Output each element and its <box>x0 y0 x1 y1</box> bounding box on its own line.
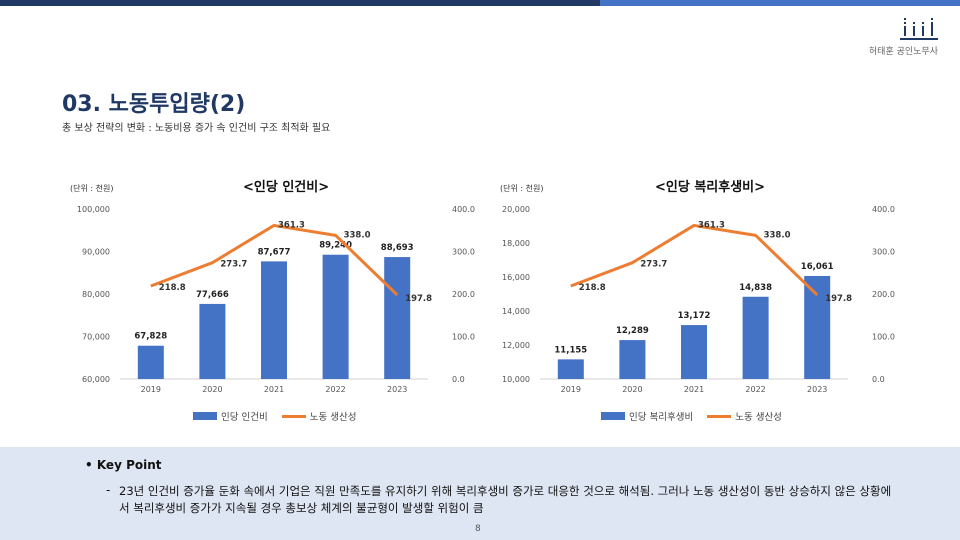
chart1-bar-label: 77,666 <box>196 290 229 300</box>
chart1-bar <box>384 257 411 379</box>
chart2-line-label: 338.0 <box>764 230 791 240</box>
chart2-y-tick-right: 400.0 <box>872 205 895 214</box>
chart1-x-tick: 2023 <box>387 385 407 394</box>
chart2-bar-label: 12,289 <box>616 326 649 336</box>
chart1-bar <box>199 303 226 379</box>
chart1-unit-label: (단위 : 천원) <box>70 184 114 193</box>
chart2-y-tick-left: 14,000 <box>502 307 530 316</box>
legend-bar-swatch <box>601 412 625 420</box>
chart2-unit-label: (단위 : 천원) <box>500 184 544 193</box>
chart2-x-tick: 2021 <box>684 385 704 394</box>
chart1-y-tick-right: 0.0 <box>452 375 465 384</box>
chart1-legend-line-label: 노동 생산성 <box>309 412 357 423</box>
chart2-y-tick-right: 100.0 <box>872 333 895 342</box>
chart2-y-tick-right: 300.0 <box>872 248 895 257</box>
chart2-line-label: 197.8 <box>825 294 852 304</box>
chart1-y-tick-right: 100.0 <box>452 333 475 342</box>
chart1-y-tick-left: 100,000 <box>77 205 110 214</box>
chart2-bar <box>619 340 646 379</box>
chart2-y-tick-left: 16,000 <box>502 273 530 282</box>
legend-line-swatch <box>281 414 306 418</box>
chart2-plot: 10,000 12,000 14,000 16,000 18,000 20,000 0.0 1… <box>502 205 895 394</box>
chart1-x-tick: 2022 <box>325 385 345 394</box>
chart1-line-label: 218.8 <box>159 283 186 293</box>
key-point-title: • Key Point <box>85 458 162 472</box>
chart2-x-tick: 2019 <box>561 385 581 394</box>
key-point-text: 23년 인건비 증가율 둔화 속에서 기업은 직원 만족도를 유지하기 위해 복… <box>119 484 892 515</box>
chart1-line-label: 361.3 <box>278 220 305 230</box>
page-number: 8 <box>475 524 481 534</box>
chart1-bar <box>322 254 349 379</box>
chart2-y-tick-right: 200.0 <box>872 290 895 299</box>
chart2-bar <box>742 296 769 379</box>
chart2-y-tick-left: 12,000 <box>502 341 530 350</box>
top-bar-dark <box>0 0 600 6</box>
chart1-bar-label: 87,677 <box>258 247 291 257</box>
chart1-bar <box>261 261 287 379</box>
legend-bar-swatch <box>193 412 217 420</box>
page-title: 03. 노동투입량(2) <box>62 92 246 117</box>
chart1-bar-label: 67,828 <box>134 332 167 342</box>
chart2-title: <인당 복리후생비> <box>655 180 766 195</box>
chart2-line-series <box>570 223 819 297</box>
chart1-y-tick-right: 400.0 <box>452 205 475 214</box>
top-bar-light <box>600 0 960 6</box>
chart1-title: <인당 인건비> <box>243 180 330 195</box>
chart1-y-tick-right: 200.0 <box>452 290 475 299</box>
chart2-bar-label: 13,172 <box>678 311 711 321</box>
chart1-bar <box>137 345 164 379</box>
firm-name: 허태훈 공인노무사 <box>868 47 938 57</box>
chart1-y-tick-left: 70,000 <box>82 333 110 342</box>
chart2-y-tick-left: 10,000 <box>502 375 530 384</box>
chart2-line-label: 361.3 <box>698 220 725 230</box>
chart2-legend: 인당 복리후생비 노동 생산성 <box>601 409 782 423</box>
key-point-box <box>0 447 960 540</box>
chart1-plot: 60,000 70,000 80,000 90,000 100,000 0.0 100.0 2… <box>77 205 475 394</box>
chart1-legend: 인당 인건비 노동 생산성 <box>193 409 356 423</box>
chart1-legend-bar-label: 인당 인건비 <box>221 412 268 423</box>
legend-line-swatch <box>707 414 732 418</box>
chart1-bar-label: 88,693 <box>381 243 414 253</box>
chart1-y-tick-left: 90,000 <box>82 248 110 257</box>
chart2-bar <box>557 359 584 379</box>
chart1-y-tick-left: 80,000 <box>82 290 110 299</box>
chart1-line-label: 273.7 <box>220 260 247 270</box>
chart1-bar-label: 89,240 <box>319 241 352 251</box>
chart2-bar <box>804 275 831 379</box>
chart1-y-tick-right: 300.0 <box>452 248 475 257</box>
chart2-bar-label: 16,061 <box>801 262 834 272</box>
chart1-line-label: 197.8 <box>405 294 432 304</box>
chart2-x-tick: 2020 <box>622 385 642 394</box>
chart2-y-tick-left: 18,000 <box>502 239 530 248</box>
chart2-x-tick: 2023 <box>807 385 827 394</box>
chart1-x-tick: 2020 <box>202 385 222 394</box>
chart2-y-tick-left: 20,000 <box>502 205 530 214</box>
page-subtitle: 총 보상 전략의 변화 : 노동비용 증가 속 인건비 구조 최적화 필요 <box>62 123 331 134</box>
chart2-legend-bar-label: 인당 복리후생비 <box>629 412 694 423</box>
chart2-legend-line-label: 노동 생산성 <box>735 412 782 423</box>
chart1-line-label: 338.0 <box>344 230 371 240</box>
chart1-x-tick: 2019 <box>141 385 161 394</box>
chart2-bar-label: 11,155 <box>554 345 587 355</box>
chart2-line-label: 218.8 <box>579 283 606 293</box>
chart2-line-label: 273.7 <box>640 260 667 270</box>
chart1-line-series <box>150 223 399 297</box>
chart2-y-tick-right: 0.0 <box>872 375 885 384</box>
key-point-bullet: - <box>106 483 111 497</box>
chart1-y-tick-left: 60,000 <box>82 375 110 384</box>
chart1-x-tick: 2021 <box>264 385 284 394</box>
chart2-bar-label: 14,838 <box>739 283 772 293</box>
chart2-bar <box>681 325 707 379</box>
firm-logo-icon <box>900 18 938 40</box>
chart2-x-tick: 2022 <box>745 385 765 394</box>
